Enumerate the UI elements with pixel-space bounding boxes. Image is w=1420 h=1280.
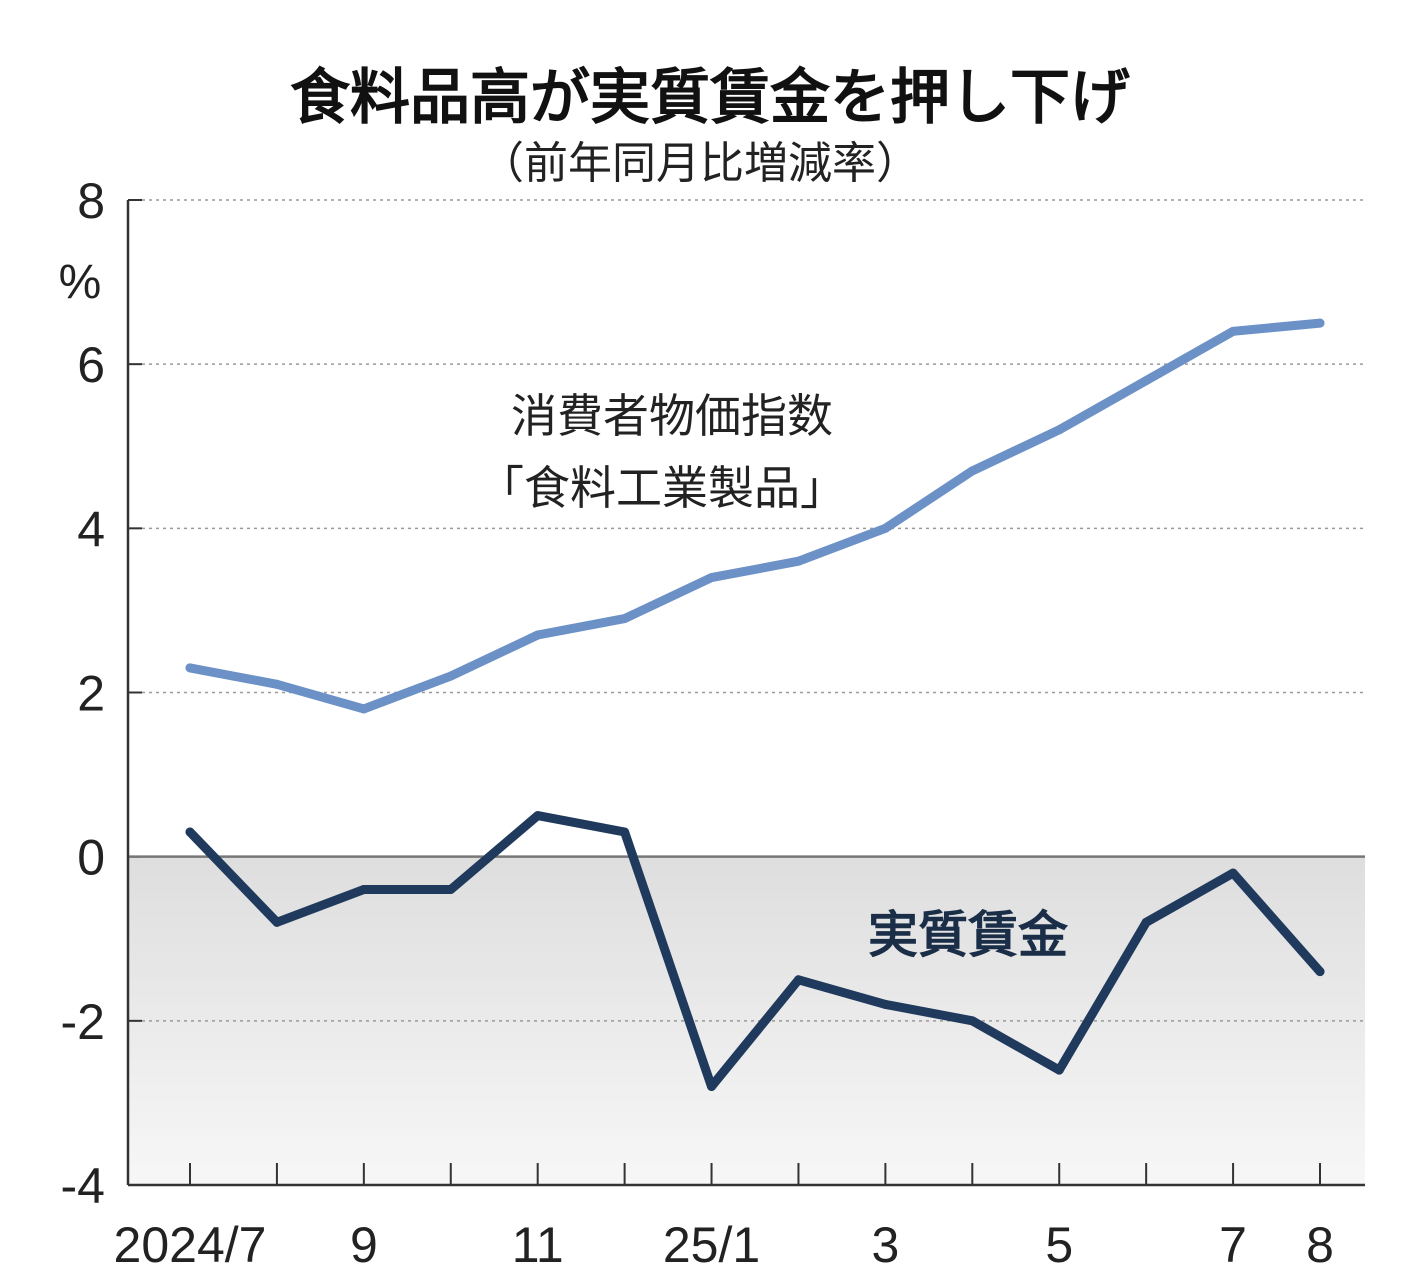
series-line-1 <box>185 318 1325 714</box>
series-1-point <box>707 573 717 583</box>
y-axis-unit: % <box>59 256 102 309</box>
y-tick-label: -4 <box>61 1158 105 1214</box>
y-tick-label: -2 <box>61 994 105 1050</box>
y-tick-label: 0 <box>77 830 105 886</box>
x-tick-label: 8 <box>1306 1217 1334 1273</box>
chart-title: 食料品高が実質賃金を押し下げ <box>290 63 1130 133</box>
series-1-point <box>446 671 456 681</box>
x-tick-label: 25/1 <box>663 1217 760 1273</box>
y-tick-label: 8 <box>77 173 105 229</box>
y-tick-label: 6 <box>77 337 105 393</box>
x-tick-label: 7 <box>1219 1217 1247 1273</box>
series-labels: 消費者物価指数「食料工業製品」実質賃金 <box>478 389 1069 964</box>
series-1-point <box>967 466 977 476</box>
series-2-point <box>185 827 195 837</box>
series-1-point <box>1141 376 1151 386</box>
series-2-point <box>1141 917 1151 927</box>
series-2-point <box>1228 868 1238 878</box>
series-2-point <box>272 917 282 927</box>
series-2-point <box>533 811 543 821</box>
series-line-2 <box>185 811 1325 1091</box>
x-tick-label: 3 <box>871 1217 899 1273</box>
series-1-point <box>793 556 803 566</box>
series-2-point <box>1315 967 1325 977</box>
series-1-point <box>272 679 282 689</box>
series-2-point <box>880 999 890 1009</box>
y-tick-label: 4 <box>77 501 105 557</box>
series-1-point <box>1054 425 1064 435</box>
x-tick-label: 5 <box>1045 1217 1073 1273</box>
series-2-point <box>620 827 630 837</box>
series-1-point <box>1315 318 1325 328</box>
series-2-point <box>359 885 369 894</box>
series-2-point <box>967 1016 977 1026</box>
y-tick-label: 2 <box>77 666 105 722</box>
x-tick-label: 11 <box>512 1217 564 1273</box>
series-2-point <box>446 885 456 894</box>
series-label-cpi: 「食料工業製品」 <box>478 461 846 515</box>
series-1-point <box>359 704 369 714</box>
x-tick-label: 9 <box>350 1217 378 1273</box>
series-label-cpi: 消費者物価指数 <box>511 389 833 443</box>
series-1-point <box>533 630 543 640</box>
series-1-point <box>1228 326 1238 336</box>
series-2-point <box>707 1082 717 1091</box>
series-1-point <box>880 523 890 533</box>
chart-subtitle: （前年同月比増減率） <box>480 138 920 189</box>
x-tick-label: 2024/7 <box>114 1217 267 1273</box>
series-2-point <box>1054 1065 1064 1075</box>
series-2-point <box>793 975 803 985</box>
series-label-real-wages: 実質賃金 <box>868 906 1069 964</box>
series-1-point <box>620 614 630 624</box>
series-1-point <box>185 663 195 673</box>
